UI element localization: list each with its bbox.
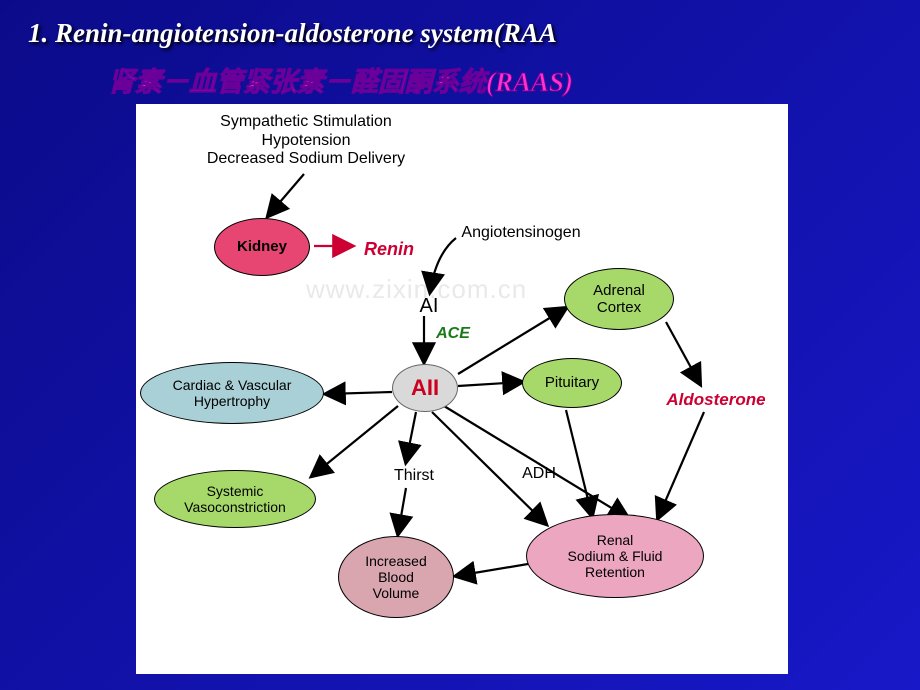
arrow-5 bbox=[458, 382, 522, 386]
node-pituitary: Pituitary bbox=[522, 358, 622, 408]
arrow-8 bbox=[406, 412, 416, 462]
arrow-13 bbox=[658, 412, 704, 518]
node-adh: ADH bbox=[514, 464, 564, 484]
node-sysvaso: SystemicVasoconstriction bbox=[154, 470, 316, 528]
node-adrenal: AdrenalCortex bbox=[564, 268, 674, 330]
arrow-2 bbox=[430, 238, 456, 292]
node-ibv: IncreasedBloodVolume bbox=[338, 536, 454, 618]
node-thirst: Thirst bbox=[384, 466, 444, 486]
arrow-12 bbox=[666, 322, 700, 384]
node-stimuli: Sympathetic StimulationHypotensionDecrea… bbox=[176, 110, 436, 172]
raas-diagram: www.zixin.com.cn Sympathetic Stimulation… bbox=[136, 104, 788, 674]
node-aii: AII bbox=[392, 364, 458, 412]
node-ace: ACE bbox=[428, 324, 478, 344]
arrow-6 bbox=[326, 392, 392, 394]
arrow-0 bbox=[268, 174, 304, 216]
title-english: 1. Renin-angiotension-aldosterone system… bbox=[28, 18, 557, 49]
arrow-15 bbox=[456, 564, 528, 576]
arrow-10 bbox=[444, 406, 628, 518]
node-cvh: Cardiac & VascularHypertrophy bbox=[140, 362, 324, 424]
node-aldosterone: Aldosterone bbox=[656, 389, 776, 411]
title-chinese: 肾素－血管紧张素－醛固酮系统(RAAS) bbox=[108, 60, 573, 99]
node-angiotensinogen: Angiotensinogen bbox=[446, 222, 596, 244]
arrow-11 bbox=[566, 410, 592, 516]
arrow-14 bbox=[398, 488, 406, 534]
slide: 1. Renin-angiotension-aldosterone system… bbox=[0, 0, 920, 690]
node-renal: RenalSodium & FluidRetention bbox=[526, 514, 704, 598]
node-ai: AI bbox=[414, 294, 444, 318]
node-kidney: Kidney bbox=[214, 218, 310, 276]
node-renin: Renin bbox=[354, 237, 424, 261]
